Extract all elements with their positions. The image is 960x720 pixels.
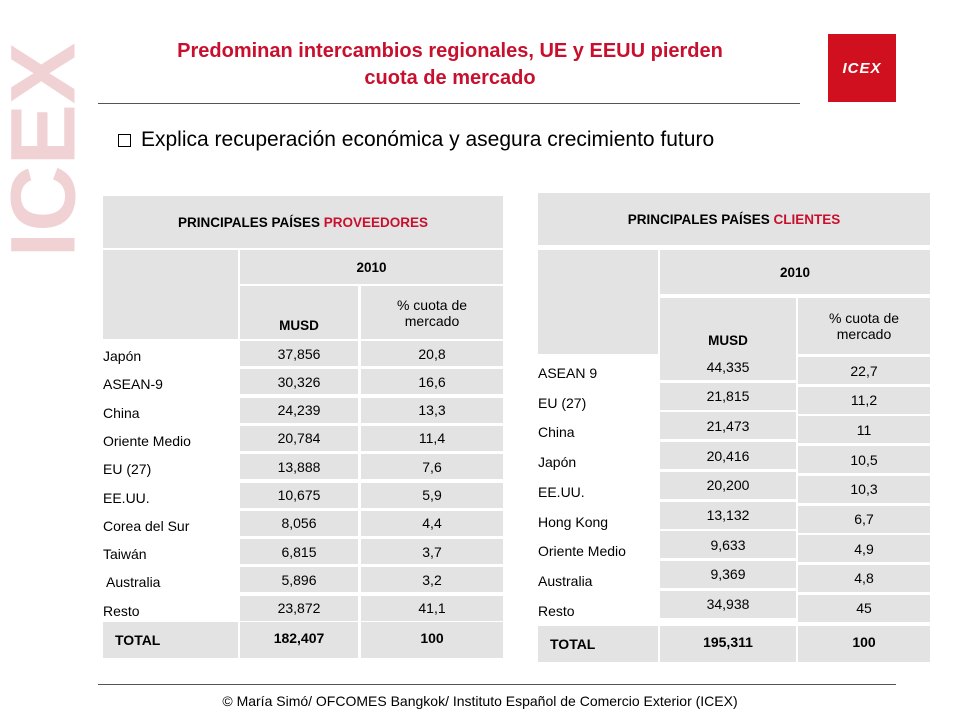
title-line-2: cuota de mercado	[364, 67, 536, 89]
musd-cell: 21,815	[660, 382, 796, 410]
row-label: Resto	[538, 602, 575, 619]
header-highlight: PROVEEDORES	[323, 214, 429, 230]
checkbox-bullet-icon	[118, 133, 131, 147]
musd-cell: 44,335	[660, 353, 796, 380]
label-column-header	[538, 250, 658, 354]
title-line-1: Predominan intercambios regionales, UE y…	[177, 40, 723, 62]
row-label: Australia	[106, 574, 161, 591]
share-cell: 6,7	[798, 505, 930, 533]
musd-cell: 30,326	[240, 369, 358, 395]
header-highlight: CLIENTES	[773, 211, 841, 227]
row-label: Resto	[103, 602, 140, 619]
share-cell: 10,5	[798, 446, 930, 474]
share-header-line-2: mercado	[836, 326, 892, 342]
slide-title: Predominan intercambios regionales, UE y…	[100, 38, 800, 92]
row-label: Corea del Sur	[103, 517, 190, 534]
total-musd: 195,311	[660, 626, 796, 662]
musd-cell: 20,200	[660, 471, 796, 499]
share-cell: 4,9	[798, 535, 930, 563]
bullet-text: Explica recuperación económica y asegura…	[141, 128, 715, 151]
row-label: Oriente Medio	[538, 543, 626, 560]
title-divider	[98, 103, 800, 104]
musd-cell: 34,938	[660, 590, 796, 618]
musd-column-header: MUSD	[240, 286, 358, 339]
musd-cell: 23,872	[240, 595, 358, 621]
row-label: Taiwán	[103, 546, 147, 563]
share-header-line-1: % cuota de	[828, 310, 900, 326]
header-prefix: PRINCIPALES PAÍSES	[627, 211, 774, 227]
total-label: TOTAL	[103, 622, 238, 658]
icex-logo: ICEX	[828, 34, 896, 102]
share-header-line-2: mercado	[404, 312, 460, 329]
share-column-header: % cuota de mercado	[798, 298, 930, 354]
row-label: China	[103, 404, 140, 421]
share-cell: 7,6	[361, 454, 503, 480]
total-musd: 182,407	[240, 622, 358, 658]
row-label: Australia	[538, 572, 593, 589]
row-label: EU (27)	[538, 394, 587, 411]
row-label: ASEAN 9	[538, 365, 598, 381]
musd-cell: 21,473	[660, 412, 796, 440]
share-cell: 41,1	[361, 595, 503, 621]
share-cell: 3,7	[361, 539, 503, 565]
row-label: EE.UU.	[538, 483, 585, 500]
musd-cell: 20,784	[240, 425, 358, 451]
share-cell: 4,8	[798, 564, 930, 592]
musd-cell: 20,416	[660, 442, 796, 470]
musd-cell: 9,633	[660, 531, 796, 559]
footer-divider	[98, 684, 896, 685]
icex-watermark: ICEX	[0, 43, 90, 258]
share-cell: 20,8	[361, 341, 503, 366]
share-cell: 10,3	[798, 475, 930, 503]
musd-cell: 13,132	[660, 501, 796, 529]
musd-cell: 6,815	[240, 539, 358, 565]
row-label: Japón	[103, 348, 142, 364]
table-header: PRINCIPALES PAÍSES CLIENTES	[538, 193, 930, 245]
year-header: 2010	[660, 250, 930, 294]
share-header-line-1: % cuota de	[396, 296, 468, 313]
musd-column-header: MUSD	[660, 298, 796, 354]
row-label: EU (27)	[103, 461, 152, 478]
bullet-point: Explica recuperación económica y asegura…	[118, 128, 714, 152]
share-cell: 16,6	[361, 369, 503, 395]
musd-cell: 8,056	[240, 510, 358, 536]
row-label: China	[538, 424, 575, 441]
share-column-header: % cuota de mercado	[361, 286, 503, 339]
share-cell: 13,3	[361, 397, 503, 423]
row-label: EE.UU.	[103, 489, 150, 506]
label-column-header	[103, 250, 238, 339]
musd-cell: 13,888	[240, 454, 358, 480]
share-cell: 11	[798, 416, 930, 444]
header-prefix: PRINCIPALES PAÍSES	[177, 214, 324, 230]
row-label: Japón	[538, 454, 577, 471]
musd-cell: 5,896	[240, 567, 358, 593]
row-label: ASEAN-9	[103, 376, 163, 393]
musd-cell: 9,369	[660, 560, 796, 588]
share-cell: 3,2	[361, 567, 503, 593]
total-share: 100	[798, 626, 930, 662]
row-label: Oriente Medio	[103, 432, 191, 449]
total-label: TOTAL	[538, 626, 658, 662]
total-share: 100	[361, 622, 503, 658]
watermark-text: ICEX	[0, 43, 90, 258]
year-header: 2010	[240, 250, 503, 284]
table-header: PRINCIPALES PAÍSES PROVEEDORES	[103, 196, 503, 248]
logo-text: ICEX	[842, 59, 882, 77]
musd-cell: 37,856	[240, 341, 358, 366]
musd-cell: 10,675	[240, 482, 358, 508]
row-label: Hong Kong	[538, 513, 609, 530]
footer-credit: © María Simó/ OFCOMES Bangkok/ Instituto…	[222, 693, 738, 709]
musd-cell: 24,239	[240, 397, 358, 423]
share-cell: 22,7	[798, 357, 930, 384]
share-cell: 11,4	[361, 425, 503, 451]
share-cell: 4,4	[361, 510, 503, 536]
share-cell: 11,2	[798, 386, 930, 414]
share-cell: 45	[798, 594, 930, 622]
share-cell: 5,9	[361, 482, 503, 508]
